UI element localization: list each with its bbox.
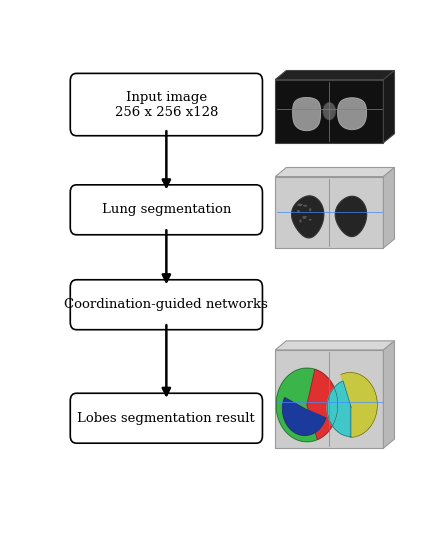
Polygon shape bbox=[338, 98, 366, 129]
Text: Lung segmentation: Lung segmentation bbox=[102, 203, 231, 217]
FancyBboxPatch shape bbox=[70, 185, 262, 235]
Ellipse shape bbox=[309, 219, 312, 221]
Text: Lobes segmentation result: Lobes segmentation result bbox=[78, 412, 255, 425]
Polygon shape bbox=[293, 98, 320, 130]
Ellipse shape bbox=[303, 205, 307, 207]
Polygon shape bbox=[341, 373, 377, 437]
Polygon shape bbox=[384, 71, 395, 143]
Text: Coordination-guided networks: Coordination-guided networks bbox=[64, 298, 268, 311]
Ellipse shape bbox=[297, 204, 303, 206]
Polygon shape bbox=[384, 341, 395, 448]
Polygon shape bbox=[307, 369, 338, 440]
Ellipse shape bbox=[323, 102, 336, 120]
FancyBboxPatch shape bbox=[70, 73, 262, 136]
FancyBboxPatch shape bbox=[275, 79, 384, 143]
Polygon shape bbox=[276, 368, 318, 442]
Polygon shape bbox=[283, 398, 326, 435]
Polygon shape bbox=[275, 71, 395, 79]
Polygon shape bbox=[335, 196, 367, 236]
Text: Input image
256 x 256 x128: Input image 256 x 256 x128 bbox=[115, 91, 218, 118]
FancyBboxPatch shape bbox=[70, 280, 262, 330]
FancyBboxPatch shape bbox=[70, 393, 262, 443]
Polygon shape bbox=[292, 196, 324, 238]
Polygon shape bbox=[327, 381, 351, 437]
Ellipse shape bbox=[302, 216, 307, 218]
Polygon shape bbox=[275, 167, 395, 176]
FancyBboxPatch shape bbox=[275, 176, 384, 248]
Polygon shape bbox=[275, 341, 395, 350]
FancyBboxPatch shape bbox=[275, 350, 384, 448]
Ellipse shape bbox=[297, 210, 300, 212]
Polygon shape bbox=[384, 167, 395, 248]
Ellipse shape bbox=[309, 208, 311, 211]
Ellipse shape bbox=[299, 219, 301, 223]
Ellipse shape bbox=[303, 217, 306, 219]
